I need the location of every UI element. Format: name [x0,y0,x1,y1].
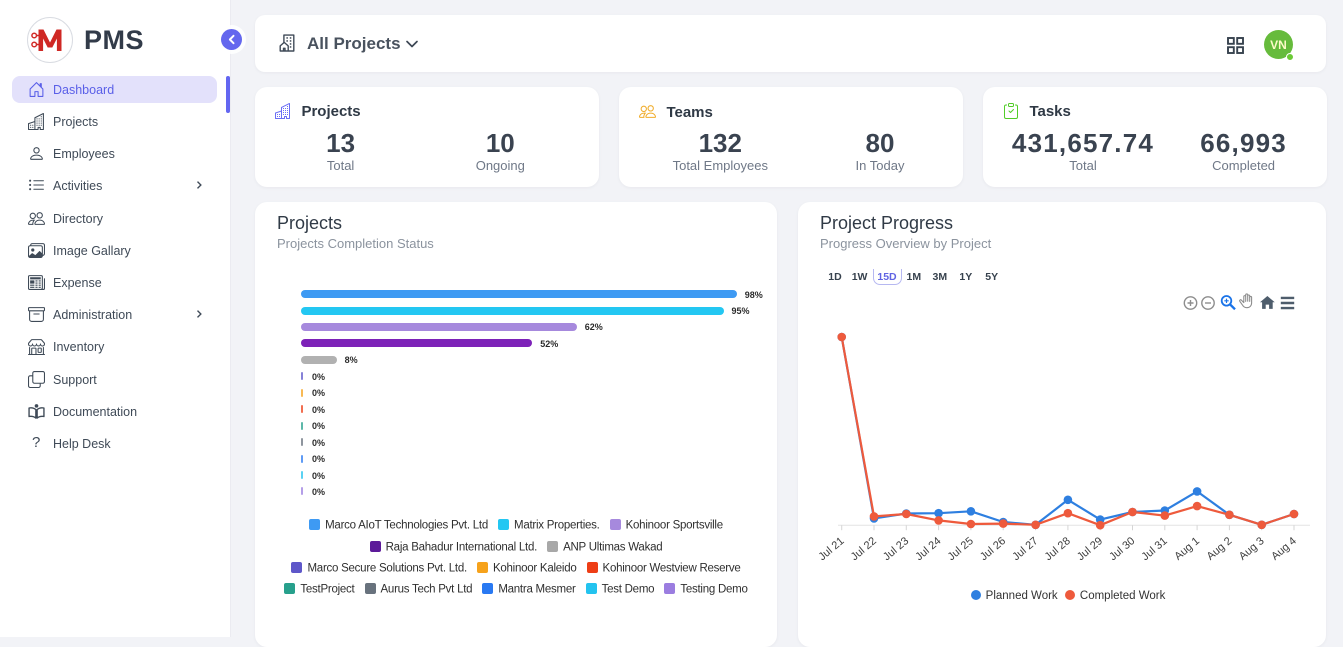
svg-text:Jul 22: Jul 22 [849,535,879,563]
svg-text:Jul 26: Jul 26 [978,535,1008,563]
svg-text:Aug 3: Aug 3 [1237,535,1267,563]
svg-text:Aug 4: Aug 4 [1269,535,1299,563]
svg-text:Jul 21: Jul 21 [816,535,846,563]
svg-text:Jul 23: Jul 23 [881,535,911,563]
svg-text:Jul 31: Jul 31 [1140,535,1170,563]
svg-text:Jul 30: Jul 30 [1107,535,1137,563]
svg-text:Aug 1: Aug 1 [1172,535,1202,563]
svg-text:Jul 25: Jul 25 [946,535,976,563]
svg-text:Jul 27: Jul 27 [1010,535,1040,563]
svg-text:Jul 24: Jul 24 [913,535,943,563]
svg-text:Jul 29: Jul 29 [1075,535,1105,563]
svg-text:Jul 28: Jul 28 [1043,535,1073,563]
svg-text:Aug 2: Aug 2 [1205,535,1235,563]
